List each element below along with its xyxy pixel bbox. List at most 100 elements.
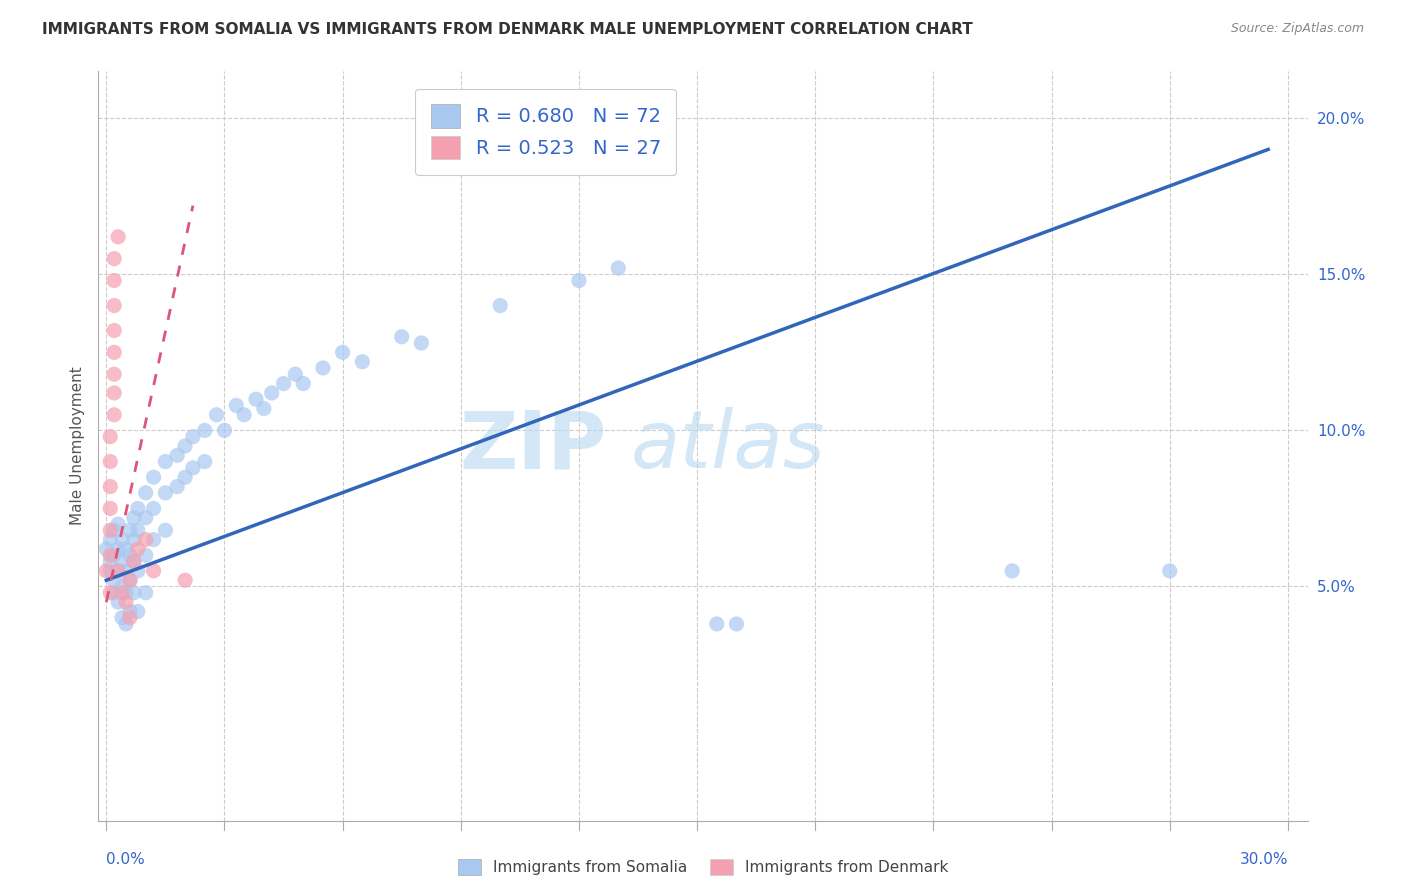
Point	[107, 564, 129, 578]
Point	[205, 408, 228, 422]
Point	[233, 408, 256, 422]
Point	[253, 401, 276, 416]
Point	[103, 523, 125, 537]
Point	[155, 455, 177, 469]
Point	[332, 345, 354, 359]
Text: 0.0%: 0.0%	[107, 852, 145, 867]
Point	[174, 470, 197, 484]
Point	[292, 376, 315, 391]
Point	[103, 386, 125, 401]
Point	[142, 533, 165, 547]
Point	[98, 548, 121, 563]
Text: Source: ZipAtlas.com: Source: ZipAtlas.com	[1230, 22, 1364, 36]
Point	[96, 564, 118, 578]
Text: IMMIGRANTS FROM SOMALIA VS IMMIGRANTS FROM DENMARK MALE UNEMPLOYMENT CORRELATION: IMMIGRANTS FROM SOMALIA VS IMMIGRANTS FR…	[42, 22, 973, 37]
Point	[103, 274, 125, 288]
Point	[142, 501, 165, 516]
Point	[391, 330, 413, 344]
Legend: R = 0.680   N = 72, R = 0.523   N = 27: R = 0.680 N = 72, R = 0.523 N = 27	[415, 88, 676, 175]
Point	[127, 523, 149, 537]
Text: 30.0%: 30.0%	[1239, 852, 1288, 867]
Point	[142, 564, 165, 578]
Point	[98, 501, 121, 516]
Point	[135, 548, 157, 563]
Point	[607, 261, 630, 276]
Point	[273, 376, 295, 391]
Point	[127, 605, 149, 619]
Point	[135, 533, 157, 547]
Point	[96, 542, 118, 557]
Point	[181, 430, 204, 444]
Point	[103, 408, 125, 422]
Point	[118, 523, 141, 537]
Point	[166, 480, 188, 494]
Point	[103, 345, 125, 359]
Point	[214, 424, 236, 438]
Point	[107, 564, 129, 578]
Point	[181, 461, 204, 475]
Point	[284, 368, 307, 382]
Point	[194, 455, 217, 469]
Point	[103, 548, 125, 563]
Point	[111, 586, 134, 600]
Point	[98, 554, 121, 569]
Point	[118, 605, 141, 619]
Point	[142, 470, 165, 484]
Point	[725, 617, 748, 632]
Point	[103, 368, 125, 382]
Point	[245, 392, 267, 407]
Point	[135, 510, 157, 524]
Point	[489, 298, 512, 313]
Point	[118, 574, 141, 588]
Point	[115, 586, 138, 600]
Legend: Immigrants from Somalia, Immigrants from Denmark: Immigrants from Somalia, Immigrants from…	[451, 854, 955, 881]
Point	[98, 523, 121, 537]
Point	[127, 501, 149, 516]
Point	[115, 542, 138, 557]
Text: ZIP: ZIP	[458, 407, 606, 485]
Point	[111, 611, 134, 625]
Point	[122, 510, 145, 524]
Point	[103, 574, 125, 588]
Point	[312, 361, 335, 376]
Point	[127, 542, 149, 557]
Point	[1159, 564, 1181, 578]
Y-axis label: Male Unemployment: Male Unemployment	[69, 367, 84, 525]
Point	[122, 554, 145, 569]
Point	[103, 252, 125, 266]
Point	[107, 230, 129, 244]
Point	[135, 485, 157, 500]
Point	[568, 274, 591, 288]
Point	[98, 533, 121, 547]
Point	[127, 564, 149, 578]
Point	[98, 430, 121, 444]
Point	[103, 298, 125, 313]
Point	[115, 617, 138, 632]
Point	[107, 542, 129, 557]
Point	[107, 517, 129, 532]
Point	[98, 480, 121, 494]
Point	[111, 533, 134, 547]
Point	[260, 386, 283, 401]
Point	[411, 336, 433, 351]
Point	[118, 574, 141, 588]
Point	[706, 617, 728, 632]
Point	[174, 439, 197, 453]
Point	[155, 485, 177, 500]
Point	[107, 595, 129, 609]
Point	[174, 574, 197, 588]
Point	[155, 523, 177, 537]
Point	[98, 564, 121, 578]
Point	[111, 554, 134, 569]
Point	[194, 424, 217, 438]
Point	[122, 533, 145, 547]
Point	[103, 586, 125, 600]
Point	[166, 449, 188, 463]
Point	[352, 355, 374, 369]
Text: atlas: atlas	[630, 407, 825, 485]
Point	[103, 324, 125, 338]
Point	[115, 595, 138, 609]
Point	[122, 554, 145, 569]
Point	[225, 398, 247, 412]
Point	[115, 564, 138, 578]
